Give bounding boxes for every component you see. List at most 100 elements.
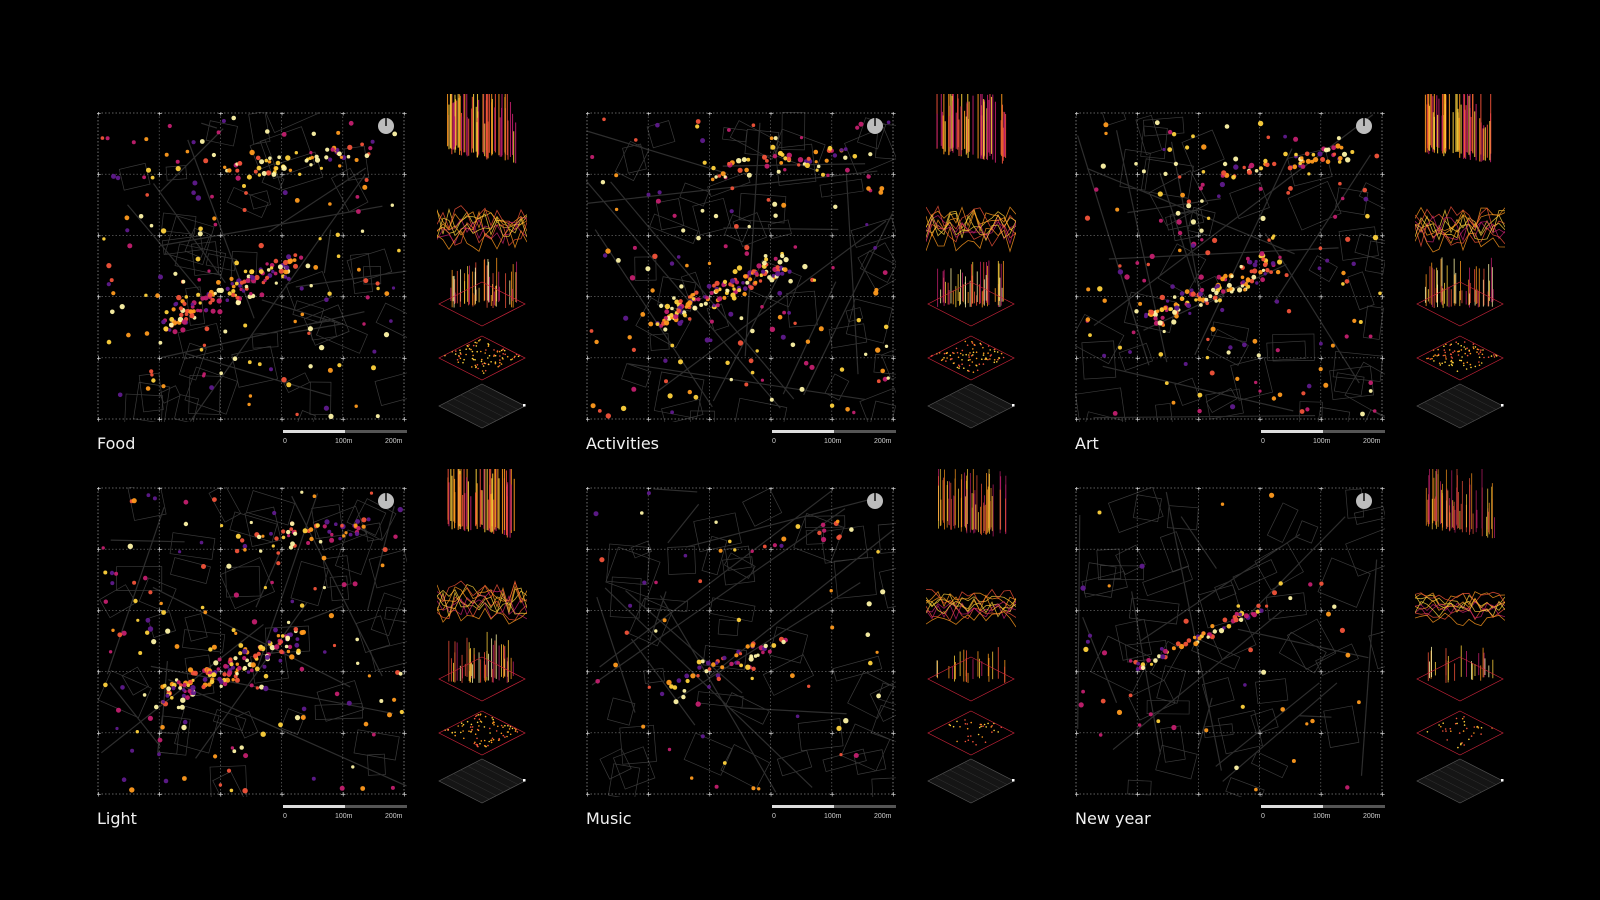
poi-dot: [155, 293, 160, 298]
poi-dot: [311, 776, 316, 781]
svg-text:+: +: [829, 668, 835, 676]
poi-dot: [645, 266, 651, 272]
scatter-point: [949, 724, 952, 727]
poi-dot: [1144, 314, 1148, 319]
poi-dot: [249, 149, 255, 156]
poi-dot: [657, 190, 662, 195]
base-marker: [523, 404, 526, 407]
poi-dot: [1171, 646, 1176, 651]
svg-text:+: +: [1257, 668, 1263, 676]
poi-dot: [641, 724, 646, 729]
svg-text:+: +: [218, 546, 224, 554]
poi-dot: [1148, 712, 1153, 717]
scatter-point: [987, 722, 989, 725]
poi-dot: [1208, 294, 1213, 299]
svg-text:+: +: [646, 112, 652, 118]
poi-dot: [237, 665, 242, 671]
poi-dot: [882, 376, 888, 382]
scatter-point: [971, 342, 974, 344]
poi-dot: [1199, 287, 1205, 293]
poi-dot: [254, 274, 260, 281]
poi-dot: [1183, 362, 1188, 366]
svg-text:+: +: [891, 354, 897, 362]
poi-dot: [777, 259, 783, 265]
surface-line: [926, 611, 1016, 628]
poi-dot: [829, 589, 833, 593]
poi-dot: [1128, 659, 1133, 663]
poi-dot: [1255, 609, 1260, 614]
poi-dot: [272, 172, 276, 176]
scatter-point: [987, 358, 989, 361]
scatter-point: [981, 358, 983, 361]
scatter-point: [454, 734, 456, 737]
poi-dot: [216, 130, 221, 135]
svg-text:+: +: [829, 607, 835, 615]
scatter-point: [1457, 343, 1459, 345]
poi-dot: [602, 117, 606, 122]
layer-frame: [927, 656, 1015, 702]
svg-text:+: +: [1196, 232, 1202, 240]
poi-dot: [328, 613, 334, 619]
scatter-point: [492, 738, 495, 741]
poi-dot: [732, 269, 738, 275]
poi-dot: [176, 705, 181, 710]
poi-dot: [1104, 131, 1108, 136]
street-network: [591, 488, 896, 797]
poi-dot: [734, 224, 739, 229]
scatter-point: [473, 742, 476, 745]
poi-dot: [763, 254, 768, 258]
scatter-point: [457, 725, 459, 727]
scale-label-100: 100m: [1313, 438, 1331, 445]
scatter-point: [474, 364, 477, 367]
poi-dot: [634, 138, 638, 142]
poi-dot: [182, 682, 187, 688]
poi-dot: [629, 275, 636, 281]
svg-text:+: +: [279, 791, 285, 798]
scatter-point: [471, 729, 473, 731]
svg-text:+: +: [586, 293, 591, 301]
poi-dot: [283, 275, 288, 279]
poi-dot: [692, 305, 698, 311]
poi-dot: [1214, 290, 1219, 296]
svg-text:+: +: [891, 668, 897, 676]
svg-text:+: +: [1380, 791, 1386, 798]
svg-text:+: +: [279, 668, 285, 676]
scatter-point: [481, 358, 483, 361]
layer-frame: [927, 281, 1015, 327]
poi-dot: [883, 324, 889, 330]
panel-title: Food: [97, 434, 136, 453]
poi-dot: [161, 319, 166, 325]
scatter-point: [961, 359, 963, 361]
poi-dot: [202, 677, 208, 682]
scatter-point: [993, 361, 996, 364]
panel-title: Music: [586, 809, 632, 828]
scatter-point: [471, 726, 474, 728]
poi-dot: [736, 158, 742, 164]
poi-dot: [202, 343, 207, 347]
poi-dot: [257, 362, 262, 367]
svg-text:+: +: [97, 354, 102, 362]
poi-dot: [1178, 175, 1182, 179]
poi-dot: [249, 520, 253, 525]
poi-dot: [256, 651, 261, 656]
scale-bar: 0 100m 200m: [772, 430, 898, 452]
svg-text:+: +: [97, 112, 102, 118]
poi-dot: [234, 281, 239, 286]
layer-stack-light: [437, 469, 527, 804]
scatter-point: [507, 724, 509, 727]
poi-dot: [235, 295, 240, 300]
poi-dot: [375, 281, 380, 286]
poi-dot: [126, 332, 131, 338]
scatter-point: [451, 732, 453, 734]
poi-dot: [150, 175, 155, 180]
svg-text:+: +: [1075, 668, 1080, 676]
scatter-point: [1480, 733, 1482, 735]
scatter-point: [470, 730, 472, 733]
poi-dot: [273, 258, 279, 264]
poi-dot: [669, 313, 674, 318]
scatter-point: [463, 737, 465, 740]
scatter-point: [973, 343, 976, 346]
scatter-point: [966, 723, 969, 725]
svg-text:+: +: [157, 112, 163, 118]
scatter-point: [1473, 732, 1475, 734]
